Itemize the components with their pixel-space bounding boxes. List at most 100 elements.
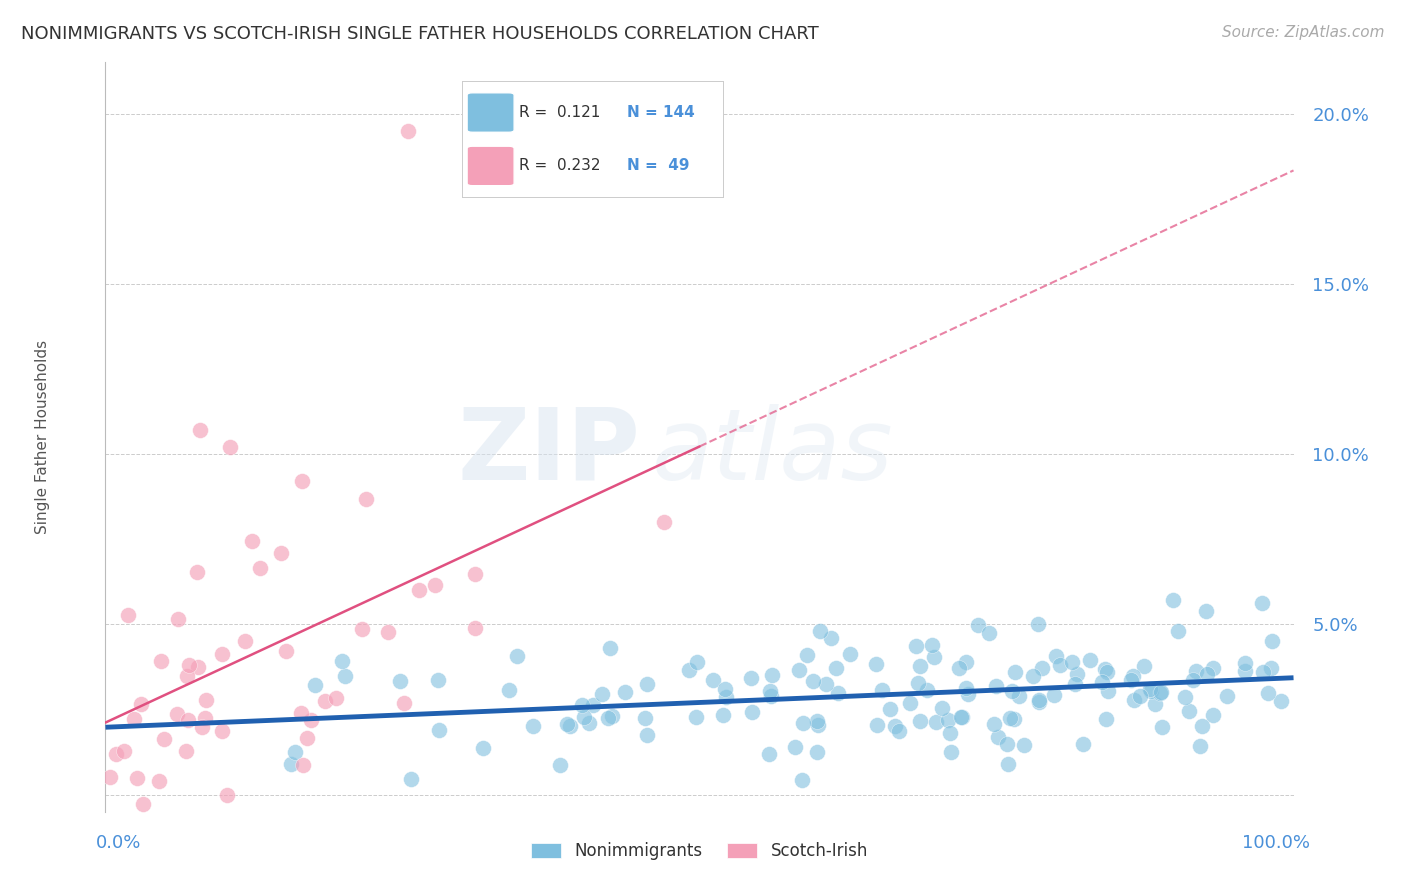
- Point: [1195, 604, 1218, 618]
- Point: [740, 671, 762, 685]
- Point: [295, 731, 318, 745]
- Point: [191, 720, 214, 734]
- Point: [389, 674, 412, 689]
- Point: [1071, 737, 1094, 751]
- Point: [177, 713, 200, 727]
- Y-axis label: Single Father Households: Single Father Households: [35, 340, 49, 534]
- Point: [1002, 713, 1025, 727]
- Point: [758, 747, 780, 761]
- Point: [471, 741, 494, 756]
- Point: [464, 567, 486, 582]
- Point: [148, 774, 170, 789]
- Point: [790, 772, 813, 787]
- Point: [408, 583, 430, 598]
- Point: [983, 716, 1005, 731]
- Point: [838, 648, 860, 662]
- Point: [787, 663, 810, 677]
- Point: [325, 690, 347, 705]
- Point: [522, 718, 544, 732]
- Point: [950, 710, 973, 724]
- Text: 100.0%: 100.0%: [1243, 834, 1310, 852]
- Point: [955, 655, 977, 669]
- Point: [904, 639, 927, 653]
- Point: [1150, 685, 1173, 699]
- Point: [825, 661, 848, 675]
- Point: [887, 723, 910, 738]
- Point: [1216, 689, 1239, 703]
- Point: [1095, 665, 1118, 680]
- Point: [966, 617, 988, 632]
- Point: [936, 713, 959, 727]
- Point: [1094, 662, 1116, 676]
- Point: [702, 673, 724, 687]
- Point: [1097, 683, 1119, 698]
- Point: [190, 423, 212, 437]
- Point: [572, 710, 595, 724]
- Point: [686, 655, 709, 669]
- Point: [555, 716, 578, 731]
- Point: [1049, 658, 1071, 673]
- Point: [1091, 674, 1114, 689]
- Point: [280, 756, 302, 771]
- Point: [354, 492, 377, 507]
- Point: [591, 687, 613, 701]
- Point: [558, 719, 581, 733]
- Point: [1152, 720, 1174, 734]
- Point: [801, 674, 824, 689]
- Point: [678, 663, 700, 677]
- Point: [685, 710, 707, 724]
- Point: [1197, 666, 1219, 681]
- Point: [1261, 633, 1284, 648]
- Point: [652, 515, 675, 529]
- Point: [122, 712, 145, 726]
- Point: [1045, 648, 1067, 663]
- Point: [427, 723, 450, 738]
- Point: [270, 546, 292, 560]
- Point: [166, 707, 188, 722]
- Point: [998, 710, 1021, 724]
- Point: [127, 771, 149, 785]
- Point: [186, 566, 208, 580]
- Point: [995, 737, 1018, 751]
- Point: [112, 744, 135, 758]
- Point: [814, 677, 837, 691]
- Point: [879, 702, 901, 716]
- Point: [350, 623, 373, 637]
- Point: [820, 631, 842, 645]
- Point: [1095, 712, 1118, 726]
- Point: [1260, 661, 1282, 675]
- Point: [195, 692, 218, 706]
- Point: [1133, 658, 1156, 673]
- Point: [1161, 592, 1184, 607]
- Point: [290, 706, 312, 720]
- Point: [299, 713, 322, 727]
- Point: [314, 694, 336, 708]
- Text: Source: ZipAtlas.com: Source: ZipAtlas.com: [1222, 25, 1385, 40]
- Point: [1122, 692, 1144, 706]
- Point: [100, 770, 122, 784]
- Point: [498, 682, 520, 697]
- Point: [883, 719, 905, 733]
- Point: [131, 797, 153, 812]
- Point: [955, 681, 977, 695]
- Point: [761, 668, 783, 682]
- Point: [233, 633, 256, 648]
- Point: [948, 661, 970, 675]
- Point: [907, 676, 929, 690]
- Point: [870, 682, 893, 697]
- Point: [1064, 677, 1087, 691]
- Point: [796, 648, 818, 662]
- Point: [1251, 665, 1274, 680]
- Point: [399, 772, 422, 786]
- Point: [1062, 655, 1084, 669]
- Point: [1167, 624, 1189, 638]
- Point: [806, 745, 828, 759]
- Point: [396, 123, 419, 137]
- Point: [1012, 738, 1035, 752]
- Point: [1185, 664, 1208, 678]
- Point: [1078, 653, 1101, 667]
- Point: [377, 625, 399, 640]
- Point: [1028, 616, 1050, 631]
- Point: [806, 714, 828, 729]
- Point: [984, 679, 1007, 693]
